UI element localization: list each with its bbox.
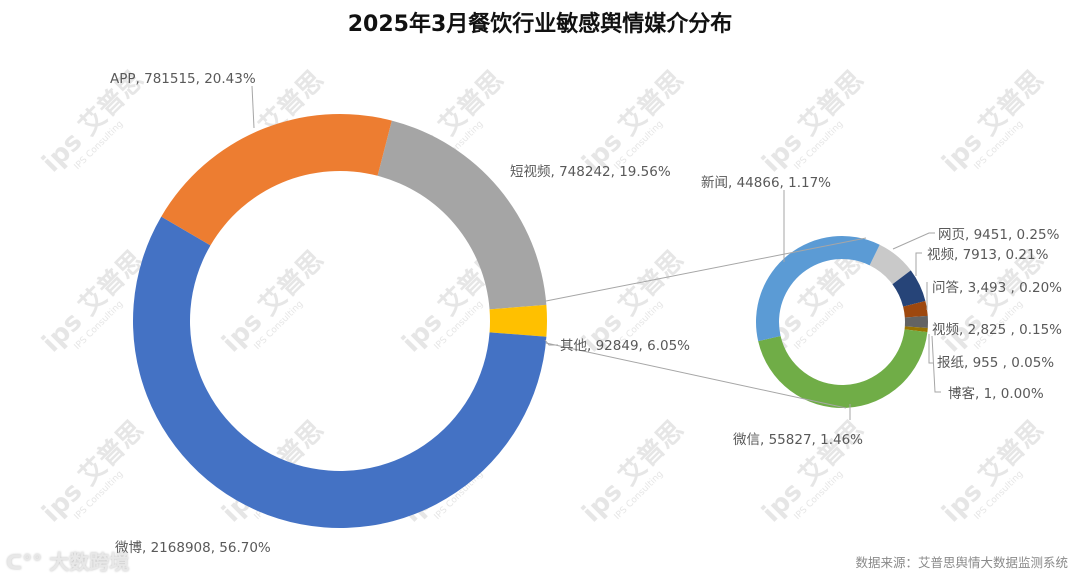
label-video-2: 视频, 2,825 , 0.15% (932, 322, 1062, 338)
leader-app (251, 85, 255, 129)
slice-微信 (758, 329, 928, 409)
slice-报纸 (904, 326, 928, 333)
label-newspaper: 报纸, 955 , 0.05% (937, 355, 1055, 371)
label-news: 新闻, 44866, 1.17% (701, 175, 831, 191)
slice-视频 (892, 270, 926, 307)
label-video-1: 视频, 7913, 0.21% (927, 247, 1049, 263)
label-web: 网页, 9451, 0.25% (938, 227, 1060, 243)
connector-bottom (545, 342, 847, 409)
slice-微博 (132, 216, 547, 528)
slice-视频 (904, 315, 928, 329)
leader-blog (931, 335, 941, 393)
slice-APP (161, 114, 392, 246)
chart-title: 2025年3月餐饮行业敏感舆情媒介分布 (347, 12, 733, 37)
data-source: 数据来源：艾普思舆情大数据监测系统 (855, 555, 1068, 570)
slice-问答 (903, 301, 928, 318)
leader-lines (251, 85, 941, 420)
main-donut (132, 114, 548, 528)
slice-博客 (904, 329, 928, 333)
label-short-video: 短视频, 748242, 19.56% (510, 164, 671, 180)
sub-donut (755, 235, 928, 409)
label-wechat: 微信, 55827, 1.46% (733, 432, 863, 448)
label-other: 其他, 92849, 6.05% (560, 338, 690, 354)
slice-新闻 (755, 235, 880, 342)
label-qa: 问答, 3,493 , 0.20% (932, 280, 1062, 296)
brand-logo-icon: ᑕ°° (6, 550, 43, 574)
label-weibo: 微博, 2168908, 56.70% (115, 540, 271, 556)
leader-web (892, 232, 935, 250)
connector-top (545, 237, 867, 302)
leader-other (544, 339, 558, 346)
leader-newspaper (928, 334, 933, 364)
brand-text: 大数跨境 (49, 550, 130, 574)
brand-watermark: ᑕ°° 大数跨境 (6, 546, 129, 575)
label-app: APP, 781515, 20.43% (110, 71, 256, 87)
slice-网页 (869, 244, 911, 285)
label-blog: 博客, 1, 0.00% (948, 386, 1044, 402)
slice-其他 (489, 304, 548, 337)
leader-video1 (915, 252, 922, 276)
slice-短视频 (377, 120, 547, 310)
